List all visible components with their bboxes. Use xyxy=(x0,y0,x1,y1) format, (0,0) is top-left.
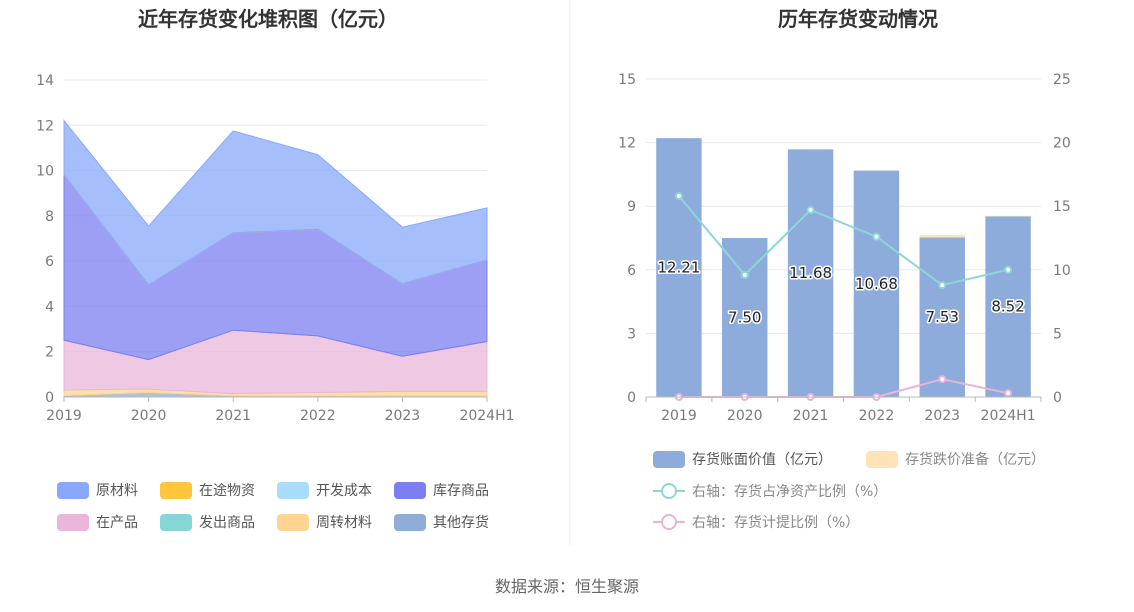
bar-book-value xyxy=(853,170,900,397)
stacked-area-chart: 近年存货变化堆积图（亿元） 0 2 4 6 8 10 12 14 2019 2020 2021 202… xyxy=(36,7,515,531)
legend-label-库存商品: 库存商品 xyxy=(433,483,489,499)
right-y2-tick-label: 10 xyxy=(1053,263,1071,279)
left-y-tick-label: 2 xyxy=(45,345,54,361)
left-y-tick-label: 8 xyxy=(45,209,54,225)
left-x-tick-label: 2019 xyxy=(46,408,82,424)
bar-book-value xyxy=(656,138,702,397)
bar-value-label: 8.52 xyxy=(991,298,1024,316)
left-y-tick-label: 10 xyxy=(36,164,54,180)
legend-label-周转材料: 周转材料 xyxy=(316,515,372,531)
legend-marker xyxy=(661,514,677,530)
right-x-tick-label: 2021 xyxy=(793,408,829,424)
left-axes: 0 2 4 6 8 10 12 14 2019 2020 2021 2022 2023 2024H1 xyxy=(36,73,514,424)
legend-label: 存货跌价准备（亿元） xyxy=(905,451,1045,468)
line-point xyxy=(872,232,881,241)
left-y-tick-label: 4 xyxy=(45,299,54,315)
legend-label-其他存货: 其他存货 xyxy=(433,514,489,531)
right-y2-tick-label: 25 xyxy=(1053,72,1071,88)
left-y-tick-label: 12 xyxy=(36,118,54,134)
right-y-tick-label: 0 xyxy=(627,390,636,406)
legend-swatch-开发成本 xyxy=(277,482,309,499)
right-y2-tick-label: 20 xyxy=(1053,136,1071,152)
line-point xyxy=(674,192,683,201)
bar-value-label: 10.68 xyxy=(855,275,898,293)
right-y-tick-label: 12 xyxy=(618,136,636,152)
line-point xyxy=(806,206,815,215)
legend-label-在产品: 在产品 xyxy=(96,515,138,531)
right-y2-tick-label: 0 xyxy=(1053,390,1062,406)
bar-book-value xyxy=(919,237,965,397)
legend-swatch-在产品 xyxy=(57,514,89,531)
line-point xyxy=(938,375,947,384)
left-y-tick-label: 14 xyxy=(36,73,54,89)
legend-label-原材料: 原材料 xyxy=(96,483,138,499)
right-y2-tick-label: 5 xyxy=(1053,326,1062,342)
right-bars xyxy=(656,138,1031,397)
left-x-tick-label: 2020 xyxy=(131,408,167,424)
legend-swatch xyxy=(653,451,685,468)
legend-label: 右轴：存货计提比例（%） xyxy=(692,514,859,531)
right-chart-title: 历年存货变动情况 xyxy=(778,7,938,31)
data-source: 数据来源：恒生聚源 xyxy=(495,577,639,596)
right-bar-labels: 12.21 7.50 11.68 10.68 7.53 8.52 xyxy=(656,257,1026,328)
legend-label-发出商品: 发出商品 xyxy=(199,515,255,531)
line-point xyxy=(1004,265,1013,274)
left-y-tick-label: 6 xyxy=(45,254,54,270)
bar-value-label: 7.50 xyxy=(728,309,761,327)
line-point xyxy=(938,281,947,290)
bar-value-label: 7.53 xyxy=(926,308,959,326)
legend-label-开发成本: 开发成本 xyxy=(316,483,372,499)
legend-swatch-周转材料 xyxy=(277,514,309,531)
left-x-tick-label: 2024H1 xyxy=(459,408,514,424)
legend-label: 存货账面价值（亿元） xyxy=(692,451,832,468)
right-x-tick-label: 2023 xyxy=(924,408,960,424)
right-x-tick-label: 2020 xyxy=(727,408,763,424)
right-y-tick-label: 6 xyxy=(627,263,636,279)
right-y-tick-label: 15 xyxy=(618,72,636,88)
line-inventory-to-net-assets xyxy=(678,195,1009,287)
left-areas xyxy=(63,119,488,398)
legend-swatch xyxy=(866,451,898,468)
right-legend: 存货账面价值（亿元） 存货跌价准备（亿元） 右轴：存货占净资产比例（%） 右轴：存货计… xyxy=(653,451,1045,531)
bar-impairment xyxy=(919,234,965,238)
left-x-tick-label: 2021 xyxy=(215,408,251,424)
right-y-tick-label: 3 xyxy=(627,326,636,342)
left-x-tick-label: 2023 xyxy=(385,408,421,424)
bar-value-label: 12.21 xyxy=(657,259,700,277)
line-point xyxy=(1004,389,1013,398)
left-x-tick-label: 2022 xyxy=(300,408,336,424)
legend-swatch-在途物资 xyxy=(160,482,192,499)
line-point xyxy=(740,270,749,279)
legend-swatch-库存商品 xyxy=(394,482,426,499)
right-x-tick-label: 2019 xyxy=(661,408,697,424)
legend-swatch-原材料 xyxy=(57,482,89,499)
right-y2-tick-label: 15 xyxy=(1053,199,1071,215)
right-axes: 0 3 6 9 12 15 0 5 10 15 20 25 2019 2020 2021 2022 2023 20… xyxy=(618,72,1071,424)
legend-marker xyxy=(661,483,677,499)
right-grid xyxy=(646,78,1041,334)
legend-swatch-发出商品 xyxy=(160,514,192,531)
area-原材料 xyxy=(63,119,488,286)
right-x-tick-label: 2022 xyxy=(859,408,895,424)
bar-book-value xyxy=(787,149,834,397)
left-y-tick-label: 0 xyxy=(45,390,54,406)
bar-line-chart: 历年存货变动情况 12.21 7.50 11.68 10.68 7.53 8.52 0 3 6… xyxy=(618,7,1071,531)
bar-impairment xyxy=(985,215,1031,217)
bar-book-value xyxy=(722,238,768,397)
right-y-tick-label: 9 xyxy=(627,199,636,215)
bar-book-value xyxy=(985,216,1031,397)
right-x-tick-label: 2024H1 xyxy=(981,408,1036,424)
legend-swatch-其他存货 xyxy=(394,514,426,531)
legend-label: 右轴：存货占净资产比例（%） xyxy=(692,483,887,500)
legend-label-在途物资: 在途物资 xyxy=(199,482,255,499)
bar-value-label: 11.68 xyxy=(789,264,832,282)
left-chart-title: 近年存货变化堆积图（亿元） xyxy=(138,7,398,31)
